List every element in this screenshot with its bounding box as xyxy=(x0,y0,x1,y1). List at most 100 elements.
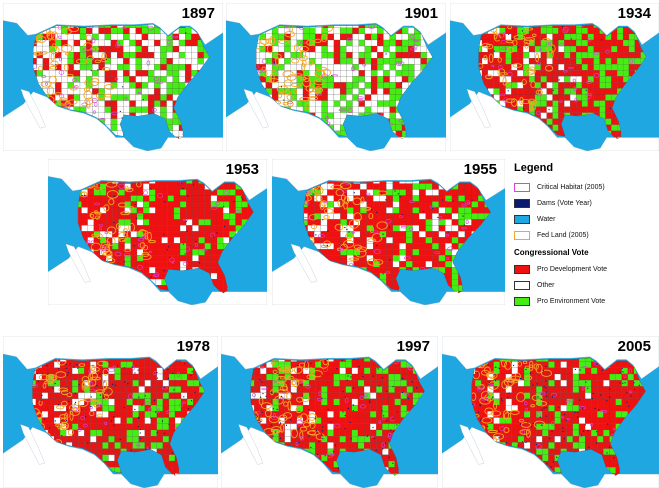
district-cell xyxy=(487,33,494,41)
district-cell xyxy=(394,417,401,424)
district-cell xyxy=(172,58,180,65)
dam-marker xyxy=(99,394,101,396)
district-cell xyxy=(464,225,472,232)
district-cell xyxy=(96,417,103,424)
district-cell xyxy=(432,189,439,196)
dam-marker xyxy=(74,403,76,405)
district-cell xyxy=(259,52,266,59)
district-cell xyxy=(383,58,390,65)
district-cell xyxy=(278,361,285,368)
fed-land-outline xyxy=(545,64,554,72)
canada-landmass xyxy=(272,159,505,201)
district-cell xyxy=(160,94,167,101)
dam-marker xyxy=(155,411,157,413)
district-cell xyxy=(321,386,328,393)
district-cell xyxy=(186,189,193,196)
district-cell xyxy=(160,70,167,77)
district-cell xyxy=(66,367,73,375)
district-cell xyxy=(528,27,535,35)
district-cell xyxy=(92,27,99,35)
district-cell xyxy=(98,76,105,83)
district-cell xyxy=(377,94,384,101)
critical-habitat-outline xyxy=(98,227,102,231)
district-cell xyxy=(167,231,175,238)
district-cell xyxy=(340,106,347,113)
dam-marker xyxy=(119,110,121,112)
district-cell xyxy=(622,64,630,71)
district-cell xyxy=(216,207,224,214)
dam-marker xyxy=(81,194,83,196)
district-cell xyxy=(377,45,384,53)
fed-land-outline xyxy=(340,194,346,201)
district-cell xyxy=(570,52,577,59)
district-cell xyxy=(327,367,334,375)
fed-land-outline xyxy=(530,80,536,89)
us-map xyxy=(3,3,223,151)
district-cell xyxy=(162,398,170,406)
critical-habitat-outline xyxy=(104,421,108,425)
district-cell xyxy=(260,417,267,424)
district-cell xyxy=(73,33,81,41)
fed-land-outline xyxy=(91,77,100,87)
district-cell xyxy=(575,45,583,53)
dam-marker xyxy=(54,382,56,385)
district-cell xyxy=(117,100,124,107)
dam-marker xyxy=(224,225,226,227)
district-cell xyxy=(112,213,119,220)
fed-land-outline xyxy=(275,56,280,67)
district-cell xyxy=(309,106,316,113)
critical-habitat-outline xyxy=(71,406,78,412)
district-cell xyxy=(382,398,389,406)
district-cell xyxy=(383,64,390,71)
district-cell xyxy=(373,213,380,220)
district-cell xyxy=(575,70,583,77)
district-cell xyxy=(309,398,316,406)
district-cell xyxy=(173,237,181,244)
district-cell xyxy=(418,195,426,202)
district-cell xyxy=(373,195,380,202)
district-cell xyxy=(302,380,310,387)
district-cell xyxy=(357,423,365,431)
critical-habitat-outline xyxy=(365,192,371,196)
dam-marker xyxy=(156,372,158,374)
district-cell xyxy=(160,33,167,41)
district-cell xyxy=(118,195,125,202)
district-cell xyxy=(366,219,374,226)
fed-land-outline xyxy=(48,75,57,84)
dam-marker xyxy=(113,416,115,418)
fed-land-outline xyxy=(286,94,294,101)
district-cell xyxy=(166,64,173,71)
district-cell xyxy=(84,436,91,443)
district-cell xyxy=(528,52,535,59)
district-cell xyxy=(392,189,400,196)
critical-habitat-outline xyxy=(154,271,159,278)
dam-marker xyxy=(382,233,384,235)
district-cell xyxy=(340,39,347,47)
district-cell xyxy=(284,411,291,418)
district-cell xyxy=(346,39,353,47)
district-cell xyxy=(108,405,115,412)
district-cell xyxy=(309,405,316,412)
district-cell xyxy=(321,448,328,455)
district-cell xyxy=(617,27,624,35)
district-cell xyxy=(102,448,109,455)
fed-land-outline xyxy=(66,73,74,78)
critical-habitat-outline xyxy=(148,250,153,254)
district-cell xyxy=(110,76,118,83)
critical-habitat-outline xyxy=(321,73,328,79)
fed-land-outline xyxy=(371,232,383,243)
district-cell xyxy=(388,380,395,387)
district-cell xyxy=(401,27,409,35)
district-cell xyxy=(575,64,583,71)
district-cell xyxy=(135,39,142,47)
district-cell xyxy=(61,82,68,89)
district-cell xyxy=(160,52,167,59)
critical-habitat-outline xyxy=(86,398,91,403)
district-cell xyxy=(581,45,588,53)
dam-marker xyxy=(114,384,116,386)
district-cell xyxy=(161,267,168,274)
district-cell xyxy=(198,213,205,220)
dam-marker xyxy=(378,38,381,40)
district-cell xyxy=(110,39,118,47)
district-cell xyxy=(386,201,393,208)
